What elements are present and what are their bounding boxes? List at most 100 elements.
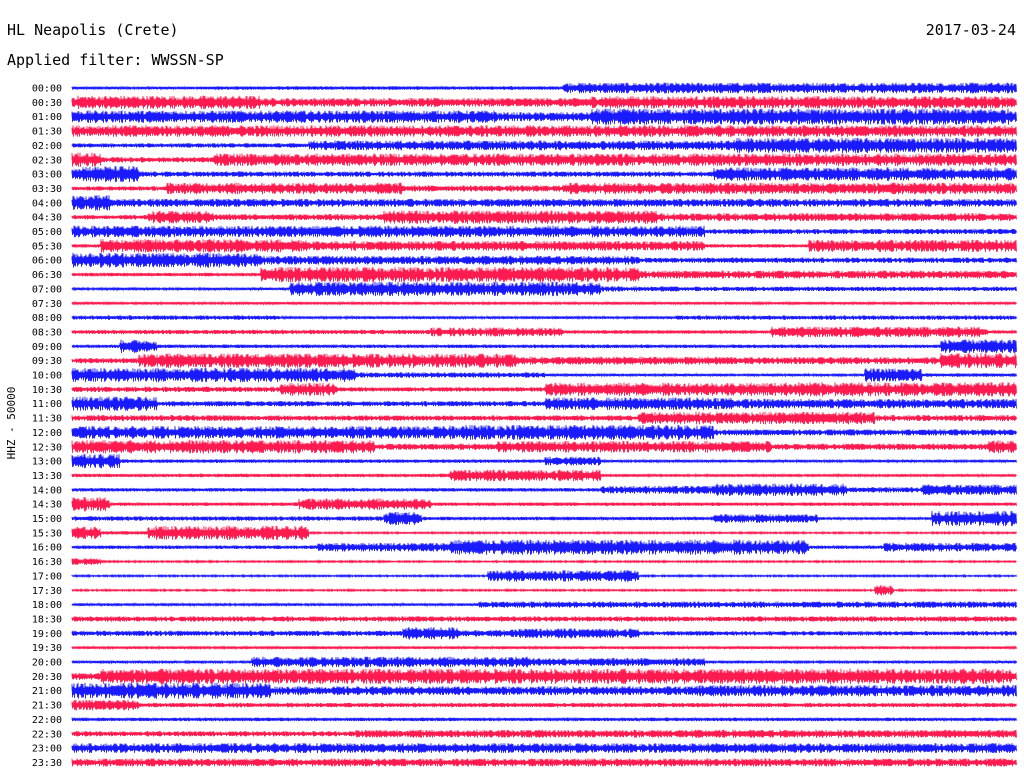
trace-0000 bbox=[71, 82, 1017, 94]
time-label: 15:30 bbox=[32, 528, 62, 539]
trace-1500 bbox=[71, 510, 1017, 527]
trace-2030 bbox=[71, 668, 1017, 685]
trace-2230 bbox=[71, 729, 1017, 738]
trace-2130 bbox=[71, 699, 1017, 711]
time-label: 06:00 bbox=[32, 256, 62, 267]
trace-1000 bbox=[71, 367, 1017, 383]
time-label: 17:30 bbox=[32, 586, 62, 597]
station-title: HL Neapolis (Crete) bbox=[7, 21, 179, 39]
time-label: 20:00 bbox=[32, 658, 62, 669]
time-label: 01:30 bbox=[32, 127, 62, 138]
time-label: 18:30 bbox=[32, 614, 62, 625]
trace-1230 bbox=[71, 439, 1017, 454]
trace-0300 bbox=[71, 166, 1017, 183]
trace-2300 bbox=[71, 743, 1017, 754]
trace-0700 bbox=[71, 281, 1017, 297]
time-label: 05:00 bbox=[32, 227, 62, 238]
time-label: 21:00 bbox=[32, 686, 62, 697]
trace-0130 bbox=[71, 125, 1017, 137]
record-date: 2017-03-24 bbox=[925, 21, 1016, 39]
trace-0230 bbox=[71, 152, 1017, 167]
time-label: 16:00 bbox=[32, 543, 62, 554]
time-label: 15:00 bbox=[32, 514, 62, 525]
trace-1630 bbox=[71, 557, 1017, 566]
time-label: 01:00 bbox=[32, 112, 62, 123]
time-label: 22:30 bbox=[32, 729, 62, 740]
trace-1800 bbox=[71, 601, 1017, 608]
time-label: 09:00 bbox=[32, 342, 62, 353]
trace-0500 bbox=[71, 225, 1017, 238]
trace-1600 bbox=[71, 539, 1017, 555]
time-label: 07:00 bbox=[32, 284, 62, 295]
time-label: 18:00 bbox=[32, 600, 62, 611]
time-label: 00:30 bbox=[32, 98, 62, 109]
time-label: 13:00 bbox=[32, 457, 62, 468]
trace-0400 bbox=[71, 195, 1017, 211]
trace-0830 bbox=[71, 326, 1017, 338]
time-label: 04:00 bbox=[32, 198, 62, 209]
trace-1430 bbox=[71, 496, 1017, 512]
time-label: 08:00 bbox=[32, 313, 62, 324]
trace-1200 bbox=[71, 424, 1017, 441]
time-label: 11:30 bbox=[32, 414, 62, 425]
trace-2100 bbox=[71, 682, 1017, 699]
trace-1400 bbox=[71, 483, 1017, 497]
trace-1730 bbox=[71, 584, 1017, 596]
trace-2330 bbox=[71, 758, 1017, 767]
trace-1930 bbox=[71, 644, 1017, 651]
time-label: 05:30 bbox=[32, 241, 62, 252]
time-label: 16:30 bbox=[32, 557, 62, 568]
time-label: 19:00 bbox=[32, 629, 62, 640]
time-label: 07:30 bbox=[32, 299, 62, 310]
time-label: 04:30 bbox=[32, 213, 62, 224]
trace-1030 bbox=[71, 382, 1017, 397]
trace-0600 bbox=[71, 252, 1017, 268]
trace-0200 bbox=[71, 137, 1017, 154]
time-label: 13:30 bbox=[32, 471, 62, 482]
seismic-traces bbox=[71, 82, 1017, 767]
time-label: 11:00 bbox=[32, 399, 62, 410]
trace-1330 bbox=[71, 469, 1017, 482]
trace-1130 bbox=[71, 411, 1017, 425]
trace-0030 bbox=[71, 95, 1017, 110]
time-label: 14:30 bbox=[32, 500, 62, 511]
trace-0330 bbox=[71, 182, 1017, 195]
time-label: 08:30 bbox=[32, 327, 62, 338]
time-label: 10:00 bbox=[32, 371, 62, 382]
time-label: 14:00 bbox=[32, 485, 62, 496]
time-label: 23:30 bbox=[32, 758, 62, 769]
trace-0430 bbox=[71, 210, 1017, 224]
trace-1830 bbox=[71, 616, 1017, 622]
trace-0930 bbox=[71, 353, 1017, 369]
time-label: 10:30 bbox=[32, 385, 62, 396]
time-label: 06:30 bbox=[32, 270, 62, 281]
trace-2200 bbox=[71, 716, 1017, 723]
time-labels: 00:00 00:30 01:00 01:30 02:00 02:30 03:00 03:30… bbox=[32, 84, 62, 769]
time-label: 12:00 bbox=[32, 428, 62, 439]
trace-0800 bbox=[71, 314, 1017, 321]
trace-1900 bbox=[71, 626, 1017, 640]
time-label: 02:00 bbox=[32, 141, 62, 152]
time-label: 23:00 bbox=[32, 744, 62, 755]
trace-0900 bbox=[71, 339, 1017, 354]
time-label: 03:30 bbox=[32, 184, 62, 195]
trace-1300 bbox=[71, 453, 1017, 469]
trace-1700 bbox=[71, 570, 1017, 582]
time-label: 12:30 bbox=[32, 442, 62, 453]
time-label: 02:30 bbox=[32, 155, 62, 166]
trace-2000 bbox=[71, 656, 1017, 668]
trace-0730 bbox=[71, 300, 1017, 306]
time-label: 03:00 bbox=[32, 170, 62, 181]
time-label: 19:30 bbox=[32, 643, 62, 654]
time-label: 20:30 bbox=[32, 672, 62, 683]
time-label: 09:30 bbox=[32, 356, 62, 367]
trace-1530 bbox=[71, 525, 1017, 541]
trace-1100 bbox=[71, 396, 1017, 411]
time-label: 00:00 bbox=[32, 84, 62, 95]
time-label: 22:00 bbox=[32, 715, 62, 726]
trace-0530 bbox=[71, 239, 1017, 253]
trace-0630 bbox=[71, 266, 1017, 283]
time-label: 17:00 bbox=[32, 571, 62, 582]
trace-0100 bbox=[71, 108, 1017, 125]
